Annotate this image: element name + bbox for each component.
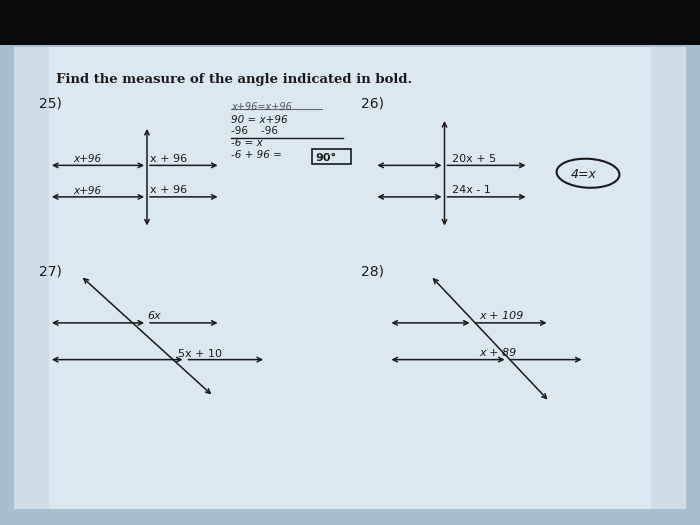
Text: 5x + 10: 5x + 10 bbox=[178, 349, 223, 359]
Text: 24x - 1: 24x - 1 bbox=[452, 185, 491, 195]
Text: 4=x: 4=x bbox=[570, 169, 596, 182]
FancyBboxPatch shape bbox=[14, 47, 686, 509]
Text: x+96=x+96: x+96=x+96 bbox=[231, 102, 292, 112]
Text: 28): 28) bbox=[360, 265, 384, 279]
Text: x + 96: x + 96 bbox=[150, 185, 188, 195]
Text: x+96: x+96 bbox=[74, 154, 102, 164]
FancyBboxPatch shape bbox=[0, 0, 700, 45]
Text: x + 89: x + 89 bbox=[480, 348, 517, 358]
Text: x + 96: x + 96 bbox=[150, 154, 188, 164]
Text: x + 109: x + 109 bbox=[480, 311, 524, 321]
Text: x+96: x+96 bbox=[74, 186, 102, 196]
FancyBboxPatch shape bbox=[312, 149, 351, 164]
Text: 6x: 6x bbox=[147, 311, 161, 321]
Text: 90°: 90° bbox=[315, 153, 336, 163]
Text: -96    -96: -96 -96 bbox=[231, 126, 278, 136]
Text: -6 = x: -6 = x bbox=[231, 138, 262, 148]
Text: Find the measure of the angle indicated in bold.: Find the measure of the angle indicated … bbox=[56, 74, 412, 87]
Text: 90 = x+96: 90 = x+96 bbox=[231, 116, 288, 125]
FancyBboxPatch shape bbox=[651, 47, 700, 509]
FancyBboxPatch shape bbox=[0, 47, 49, 509]
Text: -6 + 96 =: -6 + 96 = bbox=[231, 150, 282, 160]
Text: 27): 27) bbox=[38, 265, 62, 279]
Text: 20x + 5: 20x + 5 bbox=[452, 154, 496, 164]
Text: 26): 26) bbox=[360, 97, 384, 111]
Text: 25): 25) bbox=[38, 97, 62, 111]
